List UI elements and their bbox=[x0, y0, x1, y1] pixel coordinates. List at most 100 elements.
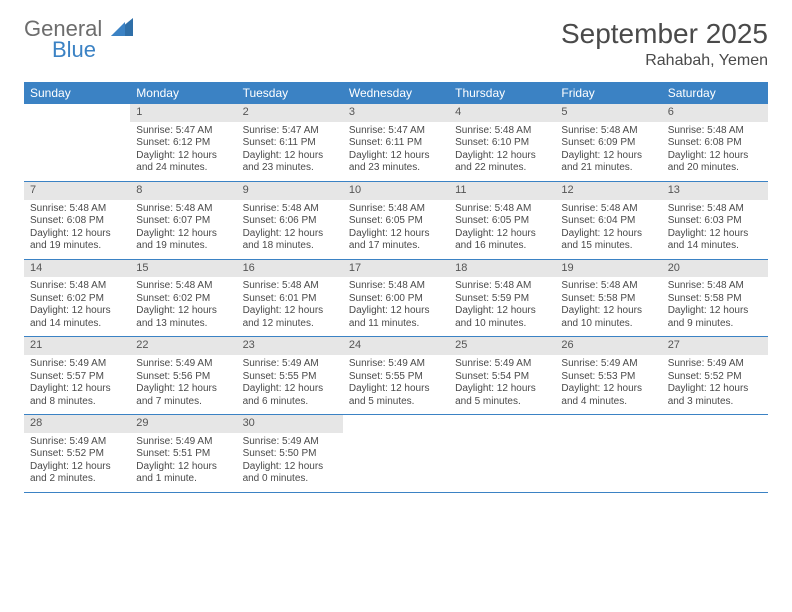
day-number: 17 bbox=[343, 260, 449, 278]
daylight-text: Daylight: 12 hours and 21 minutes. bbox=[561, 150, 655, 175]
sunset-text: Sunset: 5:57 PM bbox=[30, 371, 124, 384]
sunset-text: Sunset: 5:56 PM bbox=[136, 371, 230, 384]
sunset-text: Sunset: 6:04 PM bbox=[561, 215, 655, 228]
day-number: 13 bbox=[662, 182, 768, 200]
sunset-text: Sunset: 6:05 PM bbox=[455, 215, 549, 228]
logo-blue: Blue bbox=[52, 39, 133, 61]
sunset-text: Sunset: 5:54 PM bbox=[455, 371, 549, 384]
daylight-text: Daylight: 12 hours and 23 minutes. bbox=[349, 150, 443, 175]
sunset-text: Sunset: 6:05 PM bbox=[349, 215, 443, 228]
daylight-text: Daylight: 12 hours and 18 minutes. bbox=[243, 228, 337, 253]
calendar-day-cell: 16Sunrise: 5:48 AMSunset: 6:01 PMDayligh… bbox=[237, 259, 343, 337]
sunset-text: Sunset: 6:08 PM bbox=[668, 137, 762, 150]
calendar-day-cell: 29Sunrise: 5:49 AMSunset: 5:51 PMDayligh… bbox=[130, 415, 236, 493]
sunset-text: Sunset: 6:02 PM bbox=[136, 293, 230, 306]
daylight-text: Daylight: 12 hours and 1 minute. bbox=[136, 461, 230, 486]
day-body bbox=[24, 108, 130, 117]
daylight-text: Daylight: 12 hours and 11 minutes. bbox=[349, 305, 443, 330]
sunset-text: Sunset: 5:55 PM bbox=[349, 371, 443, 384]
calendar-day-cell: 1Sunrise: 5:47 AMSunset: 6:12 PMDaylight… bbox=[130, 104, 236, 181]
calendar-day-cell bbox=[343, 415, 449, 493]
weekday-header: Saturday bbox=[662, 82, 768, 104]
daylight-text: Daylight: 12 hours and 7 minutes. bbox=[136, 383, 230, 408]
sunrise-text: Sunrise: 5:47 AM bbox=[243, 125, 337, 138]
day-body: Sunrise: 5:48 AMSunset: 6:03 PMDaylight:… bbox=[662, 200, 768, 259]
sunrise-text: Sunrise: 5:48 AM bbox=[561, 203, 655, 216]
day-body: Sunrise: 5:47 AMSunset: 6:11 PMDaylight:… bbox=[237, 122, 343, 181]
day-body: Sunrise: 5:48 AMSunset: 5:58 PMDaylight:… bbox=[555, 277, 661, 336]
sunset-text: Sunset: 6:03 PM bbox=[668, 215, 762, 228]
calendar-day-cell bbox=[662, 415, 768, 493]
day-body: Sunrise: 5:48 AMSunset: 6:00 PMDaylight:… bbox=[343, 277, 449, 336]
sunrise-text: Sunrise: 5:48 AM bbox=[455, 125, 549, 138]
calendar-day-cell bbox=[555, 415, 661, 493]
daylight-text: Daylight: 12 hours and 19 minutes. bbox=[136, 228, 230, 253]
day-number: 18 bbox=[449, 260, 555, 278]
calendar-week-row: 7Sunrise: 5:48 AMSunset: 6:08 PMDaylight… bbox=[24, 181, 768, 259]
sunset-text: Sunset: 6:10 PM bbox=[455, 137, 549, 150]
daylight-text: Daylight: 12 hours and 14 minutes. bbox=[30, 305, 124, 330]
calendar-week-row: 28Sunrise: 5:49 AMSunset: 5:52 PMDayligh… bbox=[24, 415, 768, 493]
calendar-day-cell: 11Sunrise: 5:48 AMSunset: 6:05 PMDayligh… bbox=[449, 181, 555, 259]
day-body: Sunrise: 5:49 AMSunset: 5:52 PMDaylight:… bbox=[24, 433, 130, 492]
day-body: Sunrise: 5:48 AMSunset: 5:58 PMDaylight:… bbox=[662, 277, 768, 336]
daylight-text: Daylight: 12 hours and 24 minutes. bbox=[136, 150, 230, 175]
sunset-text: Sunset: 6:00 PM bbox=[349, 293, 443, 306]
sunrise-text: Sunrise: 5:49 AM bbox=[243, 436, 337, 449]
sunrise-text: Sunrise: 5:48 AM bbox=[455, 280, 549, 293]
day-body: Sunrise: 5:48 AMSunset: 6:10 PMDaylight:… bbox=[449, 122, 555, 181]
weekday-header: Friday bbox=[555, 82, 661, 104]
logo: General Blue bbox=[24, 18, 133, 61]
sunset-text: Sunset: 5:52 PM bbox=[668, 371, 762, 384]
daylight-text: Daylight: 12 hours and 13 minutes. bbox=[136, 305, 230, 330]
day-body: Sunrise: 5:49 AMSunset: 5:53 PMDaylight:… bbox=[555, 355, 661, 414]
calendar-day-cell bbox=[449, 415, 555, 493]
weekday-header: Monday bbox=[130, 82, 236, 104]
day-number: 6 bbox=[662, 104, 768, 122]
day-number: 26 bbox=[555, 337, 661, 355]
daylight-text: Daylight: 12 hours and 20 minutes. bbox=[668, 150, 762, 175]
daylight-text: Daylight: 12 hours and 14 minutes. bbox=[668, 228, 762, 253]
sunrise-text: Sunrise: 5:48 AM bbox=[668, 125, 762, 138]
sunrise-text: Sunrise: 5:48 AM bbox=[668, 280, 762, 293]
calendar-day-cell: 14Sunrise: 5:48 AMSunset: 6:02 PMDayligh… bbox=[24, 259, 130, 337]
day-body: Sunrise: 5:47 AMSunset: 6:11 PMDaylight:… bbox=[343, 122, 449, 181]
header: General Blue September 2025 Rahabah, Yem… bbox=[24, 18, 768, 70]
day-number: 12 bbox=[555, 182, 661, 200]
calendar-day-cell bbox=[24, 104, 130, 181]
daylight-text: Daylight: 12 hours and 0 minutes. bbox=[243, 461, 337, 486]
sunset-text: Sunset: 6:11 PM bbox=[349, 137, 443, 150]
calendar-day-cell: 25Sunrise: 5:49 AMSunset: 5:54 PMDayligh… bbox=[449, 337, 555, 415]
sunrise-text: Sunrise: 5:48 AM bbox=[243, 203, 337, 216]
calendar-week-row: 21Sunrise: 5:49 AMSunset: 5:57 PMDayligh… bbox=[24, 337, 768, 415]
daylight-text: Daylight: 12 hours and 15 minutes. bbox=[561, 228, 655, 253]
calendar-day-cell: 17Sunrise: 5:48 AMSunset: 6:00 PMDayligh… bbox=[343, 259, 449, 337]
day-number: 11 bbox=[449, 182, 555, 200]
sunset-text: Sunset: 6:07 PM bbox=[136, 215, 230, 228]
sunrise-text: Sunrise: 5:48 AM bbox=[349, 203, 443, 216]
calendar-day-cell: 26Sunrise: 5:49 AMSunset: 5:53 PMDayligh… bbox=[555, 337, 661, 415]
day-body: Sunrise: 5:48 AMSunset: 6:04 PMDaylight:… bbox=[555, 200, 661, 259]
daylight-text: Daylight: 12 hours and 6 minutes. bbox=[243, 383, 337, 408]
sunset-text: Sunset: 5:59 PM bbox=[455, 293, 549, 306]
calendar-week-row: 1Sunrise: 5:47 AMSunset: 6:12 PMDaylight… bbox=[24, 104, 768, 181]
sunset-text: Sunset: 6:06 PM bbox=[243, 215, 337, 228]
sunset-text: Sunset: 5:50 PM bbox=[243, 448, 337, 461]
weekday-header: Sunday bbox=[24, 82, 130, 104]
day-body: Sunrise: 5:49 AMSunset: 5:55 PMDaylight:… bbox=[237, 355, 343, 414]
day-number: 16 bbox=[237, 260, 343, 278]
daylight-text: Daylight: 12 hours and 19 minutes. bbox=[30, 228, 124, 253]
calendar-day-cell: 22Sunrise: 5:49 AMSunset: 5:56 PMDayligh… bbox=[130, 337, 236, 415]
daylight-text: Daylight: 12 hours and 23 minutes. bbox=[243, 150, 337, 175]
calendar-day-cell: 6 Sunrise: 5:48 AMSunset: 6:08 PMDaylight… bbox=[662, 104, 768, 181]
calendar-day-cell: 7Sunrise: 5:48 AMSunset: 6:08 PMDaylight… bbox=[24, 181, 130, 259]
daylight-text: Daylight: 12 hours and 10 minutes. bbox=[561, 305, 655, 330]
day-number: 9 bbox=[237, 182, 343, 200]
sunrise-text: Sunrise: 5:49 AM bbox=[136, 358, 230, 371]
weekday-header-row: Sunday Monday Tuesday Wednesday Thursday… bbox=[24, 82, 768, 104]
calendar-day-cell: 15Sunrise: 5:48 AMSunset: 6:02 PMDayligh… bbox=[130, 259, 236, 337]
calendar-day-cell: 4Sunrise: 5:48 AMSunset: 6:10 PMDaylight… bbox=[449, 104, 555, 181]
calendar-day-cell: 19Sunrise: 5:48 AMSunset: 5:58 PMDayligh… bbox=[555, 259, 661, 337]
day-body: Sunrise: 5:48 AMSunset: 6:09 PMDaylight:… bbox=[555, 122, 661, 181]
sunset-text: Sunset: 6:02 PM bbox=[30, 293, 124, 306]
